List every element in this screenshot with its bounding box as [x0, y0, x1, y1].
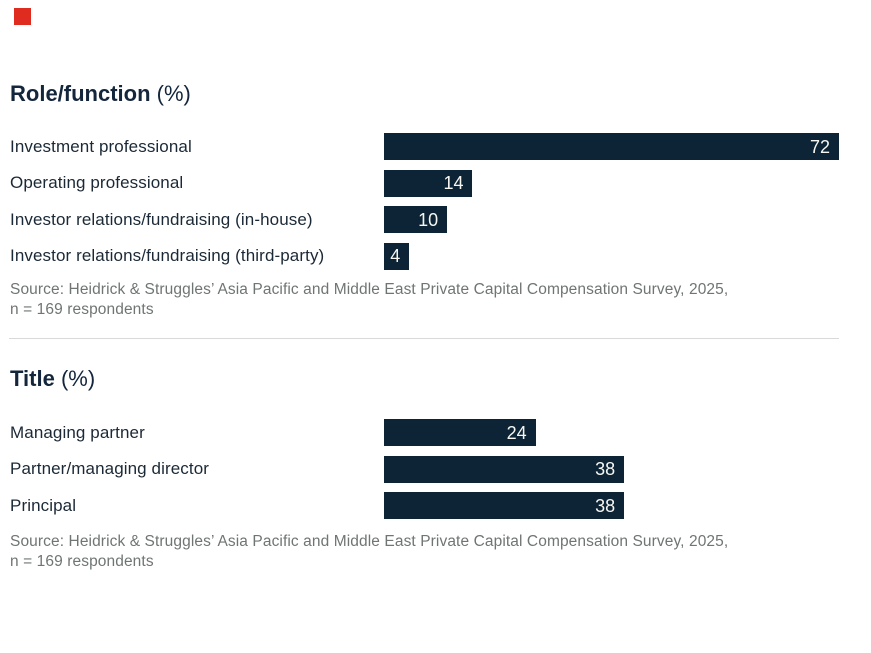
section-divider	[9, 338, 839, 339]
bar-track: 38	[384, 455, 839, 483]
source-line: Source: Heidrick & Struggles’ Asia Pacif…	[10, 281, 729, 298]
category-label: Partner/managing director	[10, 459, 210, 479]
category-label: Managing partner	[10, 422, 145, 442]
chart-row: Principal 38	[10, 492, 839, 520]
chart2-title-main: Title	[10, 366, 55, 391]
bar-value-label: 72	[809, 136, 830, 157]
chart-row: Investor relations/fundraising (third-pa…	[10, 242, 839, 270]
source-line: Source: Heidrick & Struggles’ Asia Pacif…	[10, 533, 729, 550]
bar-track: 4	[384, 242, 839, 270]
bar-track: 24	[384, 419, 839, 446]
category-label: Investment professional	[10, 136, 192, 156]
bar-track: 72	[384, 133, 839, 160]
chart-row: Investor relations/fundraising (in-house…	[10, 206, 839, 234]
category-label: Principal	[10, 495, 77, 515]
bar-track: 10	[384, 206, 839, 234]
chart1-title: Role/function (%)	[10, 81, 191, 107]
bar: 24	[384, 419, 536, 446]
category-label: Investor relations/fundraising (in-house…	[10, 209, 313, 229]
bar: 38	[384, 492, 625, 520]
bar-value-label: 14	[443, 173, 464, 194]
chart1-title-main: Role/function	[10, 81, 151, 106]
chart-row: Investment professional 72	[10, 133, 839, 160]
chart1-source-note: Source: Heidrick & Struggles’ Asia Pacif…	[10, 280, 800, 320]
chart2-title: Title (%)	[10, 366, 95, 392]
bar: 14	[384, 169, 473, 197]
category-label: Investor relations/fundraising (third-pa…	[10, 246, 325, 266]
bar: 38	[384, 455, 625, 483]
bar-value-label: 38	[595, 459, 616, 480]
category-label: Operating professional	[10, 173, 184, 193]
source-line: n = 169 respondents	[10, 553, 154, 570]
bar-track: 38	[384, 492, 839, 520]
bar-value-label: 4	[390, 246, 401, 267]
bar-value-label: 24	[506, 422, 527, 443]
red-brand-mark	[14, 8, 31, 25]
bar-track: 14	[384, 169, 839, 197]
bar-value-label: 38	[595, 495, 616, 516]
chart1-title-unit: (%)	[156, 81, 191, 106]
bar: 4	[384, 242, 410, 270]
chart2-title-unit: (%)	[60, 366, 96, 391]
chart2-rows: Managing partner 24 Partner/managing dir…	[10, 419, 839, 529]
chart-row: Partner/managing director 38	[10, 455, 839, 483]
bar: 72	[384, 133, 839, 160]
source-line: n = 169 respondents	[10, 301, 154, 318]
bar: 10	[384, 206, 448, 234]
chart2-source-note: Source: Heidrick & Struggles’ Asia Pacif…	[10, 532, 800, 572]
chart-row: Operating professional 14	[10, 169, 839, 197]
bar-value-label: 10	[418, 209, 439, 230]
chart-row: Managing partner 24	[10, 419, 839, 446]
chart1-rows: Investment professional 72 Operating pro…	[10, 133, 839, 279]
